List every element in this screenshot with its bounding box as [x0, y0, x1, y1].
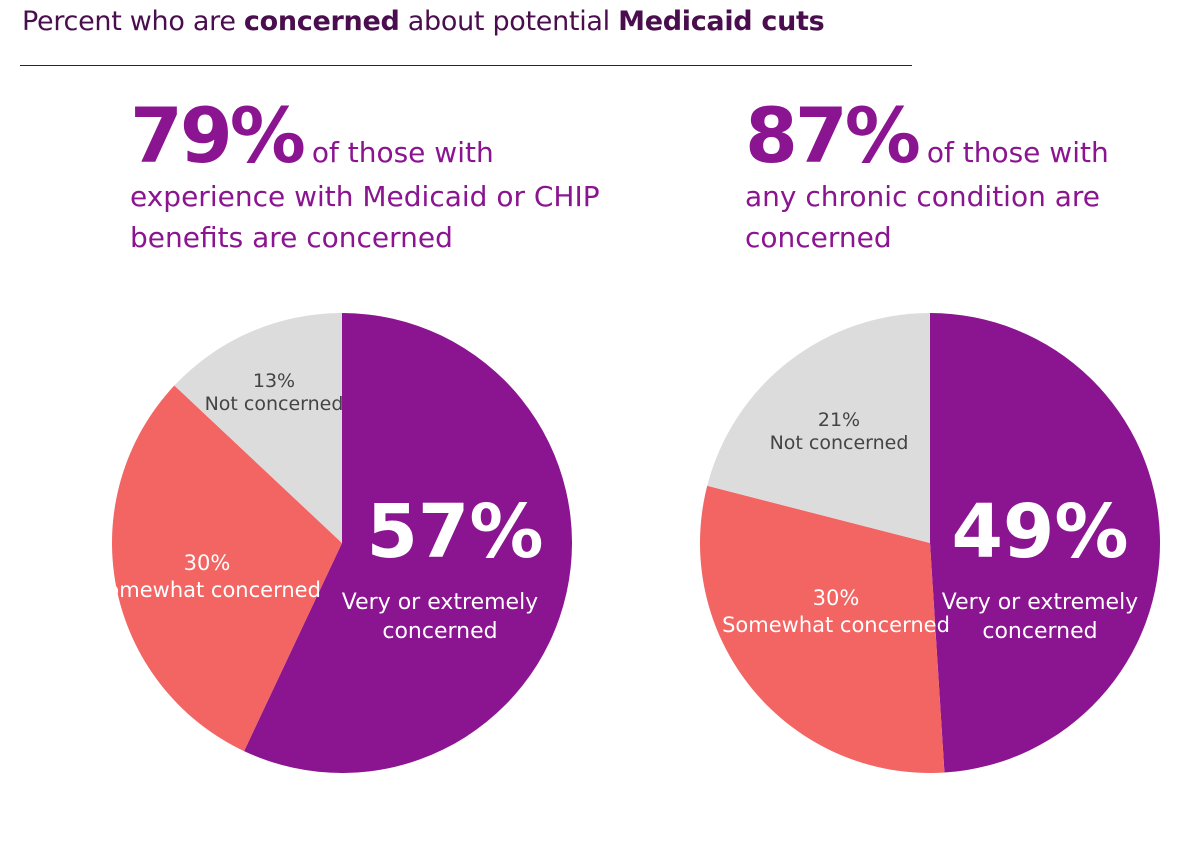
slice-label-very: Very or extremely concerned	[941, 590, 1139, 644]
slice-label-somewhat: 30% Somewhat concerned	[93, 551, 321, 602]
slice-very	[930, 313, 1160, 773]
headline-text: of those with experience with Medicaid o…	[130, 136, 600, 254]
slice-value-very: 57%	[366, 489, 544, 575]
slice-label-somewhat: 30% Somewhat concerned	[722, 586, 950, 637]
headline-right: 87% of those with any chronic condition …	[745, 96, 1165, 258]
slice-label-not: 13% Not concerned	[204, 370, 344, 415]
slice-somewhat	[111, 385, 342, 752]
headline-left: 79% of those with experience with Medica…	[130, 96, 600, 258]
headline-text: of those with any chronic condition are …	[745, 136, 1109, 254]
title-divider	[20, 65, 912, 66]
headline-value: 87%	[745, 91, 921, 180]
headline-value: 79%	[130, 91, 306, 180]
slice-value-very: 49%	[951, 489, 1129, 575]
chart-title: Percent who are concerned about potentia…	[22, 6, 825, 37]
slice-not	[174, 313, 342, 543]
slice-not	[707, 313, 930, 543]
slice-label-not: 21% Not concerned	[769, 409, 909, 454]
slice-very	[244, 313, 572, 773]
slice-somewhat	[700, 485, 945, 773]
slice-label-very: Very or extremely concerned	[341, 590, 539, 644]
